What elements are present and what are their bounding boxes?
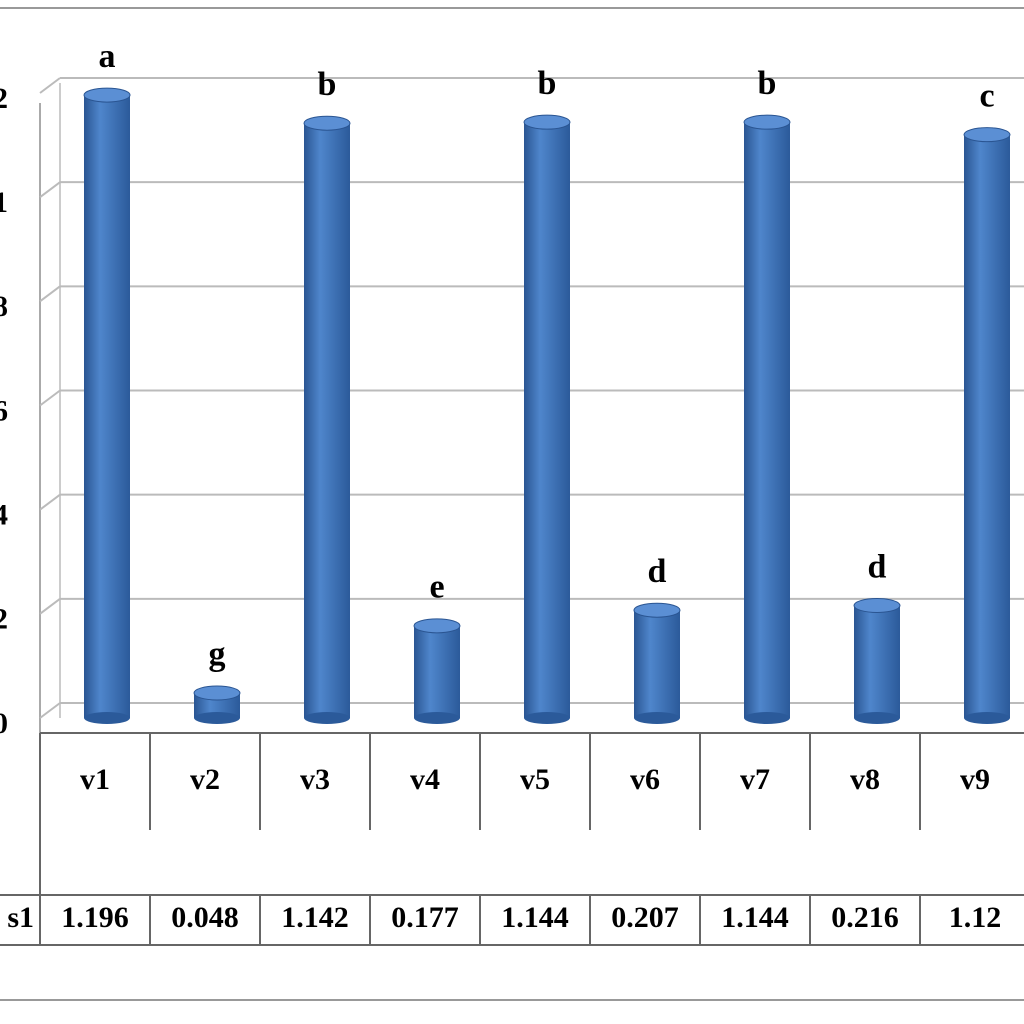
- table-value: 0.216: [831, 901, 899, 934]
- bar-cap: [303, 115, 351, 131]
- annotation: b: [538, 65, 557, 102]
- bar-cap: [523, 114, 571, 130]
- grid-line: [39, 598, 61, 615]
- grid-line: [39, 493, 61, 511]
- table-value: 1.144: [721, 901, 789, 934]
- y-tick-label: 0.8: [0, 290, 8, 323]
- bar: [964, 134, 1010, 718]
- bars: a g b e b d b d c: [83, 38, 1011, 724]
- y-tick-label: 1.2: [0, 82, 8, 115]
- grid-line: [39, 181, 61, 198]
- table-value: 0.207: [611, 901, 679, 934]
- bar-cap: [193, 685, 241, 701]
- x-tick-label: v8: [850, 763, 880, 796]
- data-table: s1 v1 1.196 v2 0.048 v3 1.142 v4 0.177 v5 1.144 v6 0…: [0, 732, 1024, 946]
- bar: [414, 625, 460, 718]
- legend-entry: s1: [7, 901, 34, 934]
- bar: [304, 123, 350, 719]
- annotation: c: [979, 77, 994, 114]
- grid-line: [39, 389, 61, 407]
- x-tick-label: v6: [630, 763, 660, 796]
- annotation: d: [648, 553, 667, 590]
- bar-cap: [963, 127, 1011, 143]
- annotation: a: [99, 38, 116, 75]
- bar-base: [304, 712, 350, 724]
- annotation: d: [868, 548, 887, 585]
- bar-base: [964, 712, 1010, 724]
- bar: [634, 610, 680, 718]
- bar-base: [634, 712, 680, 724]
- bar-base: [744, 712, 790, 724]
- bar-base: [414, 712, 460, 724]
- x-tick-label: v2: [190, 763, 220, 796]
- table-value: 1.196: [61, 901, 129, 934]
- annotation: e: [429, 569, 444, 606]
- table-value: 1.12: [949, 901, 1002, 934]
- bar: [84, 95, 130, 719]
- x-tick-label: v5: [520, 763, 550, 796]
- bar-cap: [413, 618, 461, 634]
- y-tick-label: 0: [0, 707, 8, 740]
- x-tick-label: v9: [960, 763, 990, 796]
- bar-base: [854, 712, 900, 724]
- table-value: 1.142: [281, 901, 349, 934]
- table-value: 1.144: [501, 901, 569, 934]
- x-tick-label: v4: [410, 763, 440, 796]
- bar-base: [194, 712, 240, 724]
- annotation: g: [209, 636, 226, 673]
- x-tick-label: v3: [300, 763, 330, 796]
- grid-line: [39, 702, 61, 719]
- y-tick-label: 1: [0, 186, 8, 219]
- x-tick-label: v1: [80, 763, 110, 796]
- annotation: b: [758, 65, 777, 102]
- bar-base: [524, 712, 570, 724]
- bar-cap: [743, 114, 791, 130]
- grid-line: [39, 285, 61, 303]
- grid-line: [39, 77, 61, 94]
- bar-cap: [853, 598, 901, 613]
- bar-cap: [633, 602, 681, 618]
- table-value: 0.177: [391, 901, 459, 934]
- y-tick-label: 0.4: [0, 499, 8, 532]
- y-tick-label: 0.6: [0, 394, 8, 427]
- annotation: b: [318, 66, 337, 103]
- bar: [744, 122, 790, 718]
- table-value: 0.048: [171, 901, 239, 934]
- x-tick-label: v7: [740, 763, 770, 796]
- y-tick-label: 0.2: [0, 603, 8, 636]
- bar-cap: [83, 87, 131, 103]
- bar: [524, 122, 570, 718]
- bar-base: [84, 712, 130, 724]
- bar: [854, 605, 900, 718]
